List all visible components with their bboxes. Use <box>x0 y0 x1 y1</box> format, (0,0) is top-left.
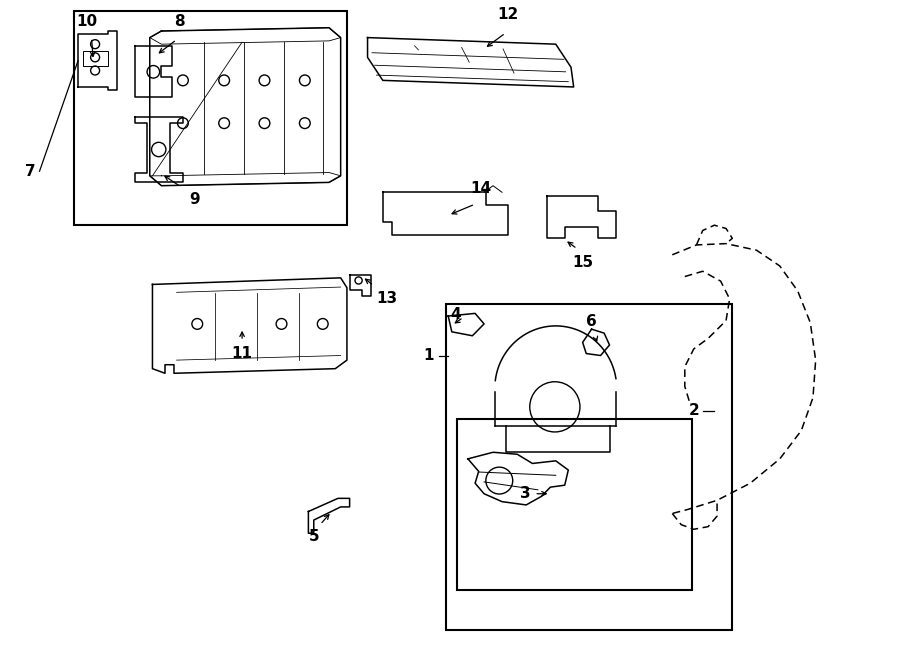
Text: 5: 5 <box>309 529 320 544</box>
Bar <box>83 51 108 66</box>
Text: 6: 6 <box>586 314 597 329</box>
Text: 7: 7 <box>25 164 36 178</box>
Text: 12: 12 <box>498 7 519 22</box>
Bar <box>457 419 692 590</box>
Text: 2: 2 <box>688 403 699 418</box>
Text: 3: 3 <box>520 486 531 501</box>
Text: 10: 10 <box>76 14 97 29</box>
Text: 15: 15 <box>572 254 593 270</box>
Text: 8: 8 <box>174 14 184 29</box>
Bar <box>74 11 346 225</box>
Text: 13: 13 <box>376 291 398 306</box>
Text: 1: 1 <box>423 348 434 363</box>
Text: 11: 11 <box>231 346 253 362</box>
Bar <box>446 304 733 630</box>
Text: 9: 9 <box>189 192 200 208</box>
Text: 14: 14 <box>471 180 492 196</box>
Text: 4: 4 <box>450 307 461 321</box>
